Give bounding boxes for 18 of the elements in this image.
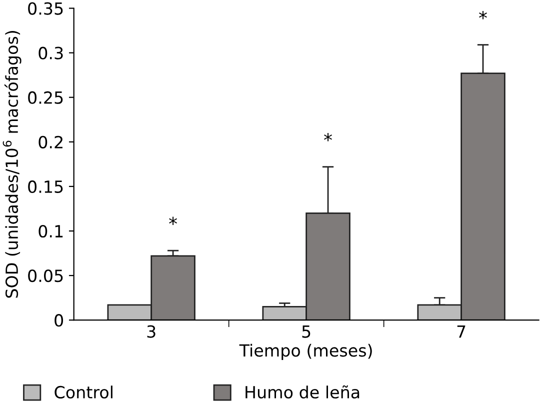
y-axis-title: SOD (unidades/10$^{6}$ macrófagos) (2, 31, 22, 298)
y-tick-label: 0.3 (38, 46, 63, 60)
y-tick-label: 0.2 (38, 136, 62, 148)
y-tick-label: 0.25 (28, 91, 63, 104)
legend-label: Humo de leña (246, 385, 360, 399)
annotation: * (324, 133, 332, 142)
legend-label: Control (54, 386, 112, 399)
x-tick-label: 3 (147, 325, 156, 338)
y-tick-label: 0 (54, 314, 64, 327)
annotation: * (169, 216, 178, 225)
y-tick-label: 0.35 (28, 2, 63, 15)
x-axis-title: Tiempo (meses) (239, 344, 372, 360)
y-tick-label: 0.15 (28, 180, 63, 194)
x-tick-label: 5 (302, 325, 310, 338)
x-tick-label: 7 (457, 325, 466, 338)
annotation: * (479, 10, 487, 20)
y-tick-label: 0.1 (38, 224, 63, 238)
y-tick-label: 0.05 (28, 269, 63, 282)
